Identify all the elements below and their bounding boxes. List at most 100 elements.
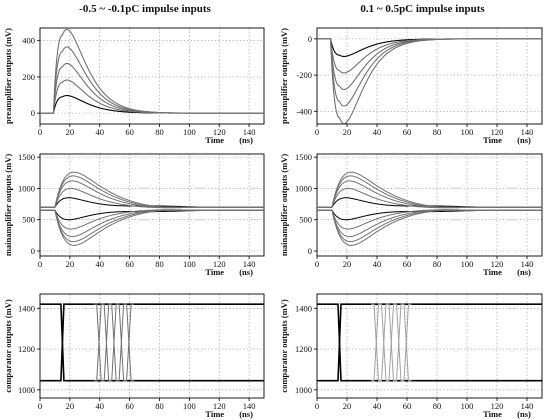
x-tick-label: 0 — [315, 259, 319, 269]
x-tick-label: 140 — [521, 127, 534, 137]
series-line — [40, 28, 264, 114]
series-line — [40, 303, 264, 382]
y-axis-label: preamplifier outputs (mV) — [3, 28, 13, 124]
series-line — [40, 95, 264, 114]
x-tick-label: 100 — [183, 259, 196, 269]
y-tick-label: 0 — [31, 246, 35, 256]
x-axis-label: Time — [205, 267, 224, 277]
x-tick-label: 60 — [403, 259, 412, 269]
transition-line — [93, 303, 105, 382]
plot-frame — [39, 27, 265, 125]
series-line — [40, 303, 264, 382]
x-tick-label: 80 — [155, 127, 164, 137]
x-tick-label: 140 — [243, 259, 256, 269]
series-line — [317, 38, 542, 91]
x-tick-label: 100 — [183, 127, 196, 137]
x-tick-label: 20 — [66, 259, 75, 269]
x-tick-label: 100 — [461, 127, 474, 137]
series-line — [40, 209, 264, 246]
x-tick-label: 20 — [343, 401, 352, 411]
x-tick-label: 100 — [183, 401, 196, 411]
x-tick-label: 60 — [125, 127, 134, 137]
y-tick-label: 1000 — [18, 183, 35, 193]
series-line — [317, 38, 542, 74]
transition-line — [393, 303, 404, 382]
x-tick-label: 40 — [373, 401, 382, 411]
transition-line — [378, 303, 389, 382]
y-tick-label: 200 — [22, 72, 35, 82]
transition-line — [401, 303, 412, 382]
plot-frame — [39, 293, 265, 399]
x-tick-label: 0 — [38, 259, 42, 269]
x-tick-label: 20 — [66, 127, 75, 137]
series-line — [40, 62, 264, 114]
x-tick-label: 80 — [433, 401, 442, 411]
series-line — [40, 180, 264, 209]
y-tick-label: 1500 — [295, 152, 312, 162]
x-tick-label: 20 — [343, 127, 352, 137]
x-tick-label: 60 — [125, 401, 134, 411]
y-tick-label: 0 — [31, 108, 35, 118]
x-tick-label: 60 — [125, 259, 134, 269]
x-tick-label: 80 — [155, 259, 164, 269]
x-tick-label: 20 — [343, 259, 352, 269]
series-line — [40, 209, 264, 238]
series-line — [40, 171, 264, 208]
x-axis-unit: (ns) — [239, 409, 253, 419]
x-tick-label: 120 — [213, 401, 226, 411]
transition-line — [101, 303, 112, 382]
series-line — [317, 209, 542, 246]
x-tick-label: 60 — [403, 401, 412, 411]
y-tick-label: -200 — [296, 70, 312, 80]
series-line — [317, 303, 542, 382]
x-axis-label: Time — [483, 135, 502, 145]
x-tick-label: 0 — [38, 127, 42, 137]
x-tick-label: 40 — [373, 127, 382, 137]
chart-mainamp-positive: 0 20 40 60 80 100 120 140 0 500 1000 1500 Time (ns) ma… — [279, 152, 543, 277]
x-axis-unit: (ns) — [517, 267, 531, 277]
chart-preamp-negative: 0 20 40 60 80 100 120 140 0 200 400 Time (ns) preampl… — [3, 27, 265, 145]
x-tick-label: 120 — [491, 401, 504, 411]
x-tick-label: 40 — [95, 127, 104, 137]
series-line — [317, 209, 542, 238]
x-axis-label: Time — [205, 409, 224, 419]
y-tick-label: 0 — [308, 34, 312, 44]
chart-comparator-negative: 0 20 40 60 80 100 120 140 1000 1200 1400 Time (ns) co… — [3, 293, 265, 419]
x-tick-label: 80 — [155, 401, 164, 411]
x-tick-label: 80 — [433, 259, 442, 269]
x-axis-unit: (ns) — [239, 135, 253, 145]
y-axis-label: mainamplifier outputs (mV) — [279, 154, 289, 256]
x-tick-label: 40 — [95, 259, 104, 269]
y-tick-label: 1000 — [18, 385, 35, 395]
series-line — [317, 180, 542, 209]
x-tick-label: 80 — [433, 127, 442, 137]
x-axis-label: Time — [205, 135, 224, 145]
y-axis-label: mainamplifier outputs (mV) — [3, 154, 13, 256]
series-line — [40, 46, 264, 114]
x-axis-unit: (ns) — [517, 409, 531, 419]
x-tick-label: 40 — [373, 259, 382, 269]
transition-line — [386, 303, 397, 382]
chart-preamp-positive: 0 20 40 60 80 100 120 140 0 -200 -400 Time (ns) pream… — [279, 27, 543, 145]
x-axis-label: Time — [483, 409, 502, 419]
x-tick-label: 120 — [213, 259, 226, 269]
x-tick-label: 40 — [95, 401, 104, 411]
series-line — [317, 38, 542, 57]
y-tick-label: 1000 — [295, 385, 312, 395]
x-tick-label: 120 — [491, 259, 504, 269]
y-tick-label: 500 — [22, 215, 35, 225]
x-tick-label: 120 — [491, 127, 504, 137]
transition-line — [116, 303, 127, 382]
plot-frame — [316, 27, 543, 125]
series-line — [317, 303, 542, 382]
plot-frame — [39, 153, 265, 257]
x-axis-label: Time — [483, 267, 502, 277]
x-tick-label: 100 — [461, 259, 474, 269]
x-tick-label: 100 — [461, 401, 474, 411]
series-line — [317, 38, 542, 125]
x-tick-label: 120 — [213, 127, 226, 137]
series-line — [317, 38, 542, 107]
y-tick-label: 500 — [299, 215, 312, 225]
column-title-left: -0.5 ~ -0.1pC impulse inputs — [79, 3, 211, 15]
x-tick-label: 140 — [243, 127, 256, 137]
